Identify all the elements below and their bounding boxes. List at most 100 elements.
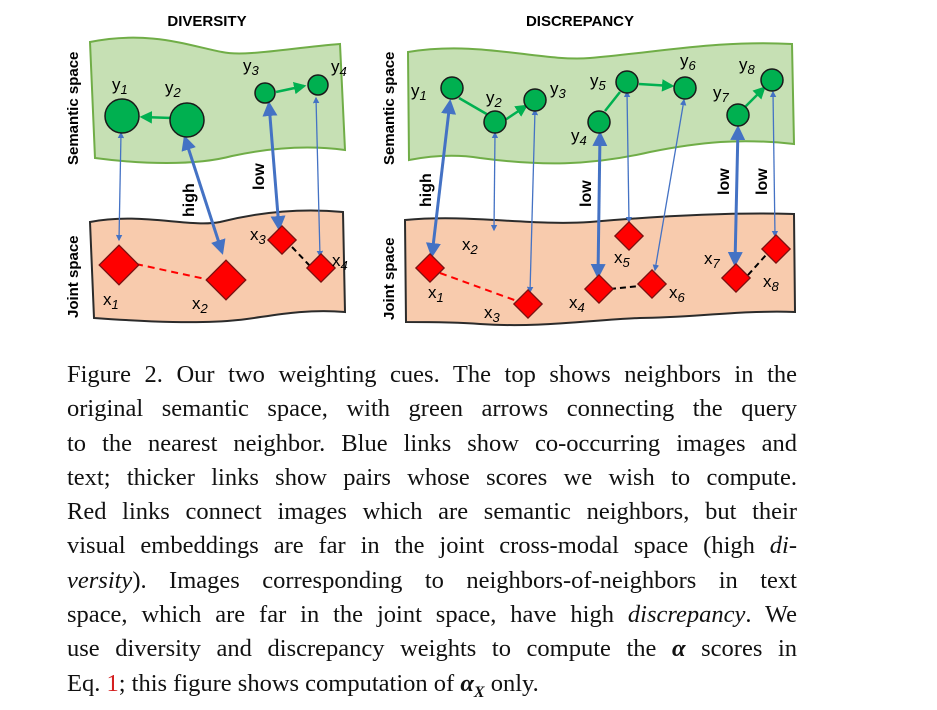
label-y2: y2 <box>165 78 182 100</box>
equation-reference-link[interactable]: 1 <box>106 669 119 697</box>
figure: DIVERSITY Semantic space Joint space y1 … <box>0 0 937 345</box>
green-link-y4-y5 <box>604 91 621 112</box>
label-x8: x8 <box>763 272 780 294</box>
label-x2: x2 <box>462 235 479 257</box>
black-link-x4-x6 <box>609 285 641 290</box>
figure-caption: Figure 2. Our two weighting cues. The to… <box>67 358 797 710</box>
green-arrow-y7-y8 <box>734 86 766 118</box>
caption-line: Red links connect images which are seman… <box>67 498 797 526</box>
label-x1: x1 <box>103 290 119 312</box>
node-x5 <box>613 220 645 252</box>
caption-line: space, which are far in the joint space,… <box>67 601 797 629</box>
alpha-symbol: α <box>460 669 474 697</box>
node-x1 <box>414 252 446 284</box>
diversity-panel: DIVERSITY Semantic space Joint space y1 … <box>65 13 348 324</box>
green-arrow-y3-y4 <box>275 81 307 95</box>
caption-line: use diversity and discrepancy weights to… <box>67 635 798 663</box>
semantic-space-label: Semantic space <box>381 52 398 165</box>
blue-link-y1-x1 <box>115 131 125 242</box>
label-y1: y1 <box>112 75 128 97</box>
label-low: low <box>716 168 733 195</box>
node-x1 <box>98 244 140 286</box>
node-x4 <box>305 252 337 284</box>
node-x2 <box>205 259 247 301</box>
panel-title: DISCREPANCY <box>526 13 634 30</box>
semantic-space-region <box>406 42 796 165</box>
node-x6 <box>636 268 668 300</box>
node-y5 <box>615 70 639 94</box>
blue-link-y4-x4-thick <box>590 131 608 279</box>
green-arrow-y2-y1 <box>139 111 173 124</box>
caption-line: original semantic space, with green arro… <box>67 395 797 423</box>
node-x7 <box>720 262 752 294</box>
blue-link-y2-x2-thick <box>181 135 226 255</box>
label-y4: y4 <box>571 126 587 148</box>
label-y4: y4 <box>331 57 347 79</box>
label-y7: y7 <box>713 83 730 105</box>
joint-space-label: Joint space <box>65 235 82 318</box>
green-arrow-y2-y3 <box>504 104 529 122</box>
label-x7: x7 <box>704 249 721 271</box>
discrepancy-panel: DISCREPANCY Semantic space Joint space <box>381 13 797 327</box>
caption-line: Eq. 1; this figure shows computation of … <box>67 669 539 701</box>
label-x5: x5 <box>614 248 631 270</box>
alpha-symbol: α <box>672 635 686 663</box>
panel-title: DIVERSITY <box>167 13 246 30</box>
red-link-x1-x3 <box>439 272 518 302</box>
node-y6 <box>673 76 697 100</box>
node-x8 <box>760 233 792 265</box>
blue-link-y1-x1-thick <box>425 99 457 258</box>
node-y2 <box>483 110 507 134</box>
node-x3 <box>266 224 298 256</box>
node-y3 <box>254 82 276 104</box>
node-y8 <box>760 68 784 92</box>
blue-link-y7-x7-thick <box>727 125 746 267</box>
label-x2: x2 <box>192 294 209 316</box>
caption-line: Figure 2. Our two weighting cues. The to… <box>67 361 797 388</box>
label-x1: x1 <box>428 283 444 305</box>
blue-link-y8-x8 <box>769 90 779 238</box>
label-y2: y2 <box>486 88 503 110</box>
blue-link-y6-x6 <box>652 98 687 272</box>
black-link-x3-x4 <box>291 246 311 267</box>
label-low: low <box>251 163 268 190</box>
node-x3 <box>512 288 544 320</box>
black-link-x7-x8 <box>747 254 767 276</box>
blue-link-y2-x2 <box>490 131 499 232</box>
label-y8: y8 <box>739 55 756 77</box>
node-y7 <box>726 103 750 127</box>
alpha-subscript: X <box>473 683 485 701</box>
caption-line: versity). Images corresponding to neighb… <box>67 566 797 594</box>
caption-line: to the nearest neighbor. Blue links show… <box>67 429 797 457</box>
node-y1 <box>104 98 140 134</box>
label-high: high <box>418 173 435 207</box>
label-x3: x3 <box>250 225 267 247</box>
label-y6: y6 <box>680 51 697 73</box>
blue-link-y3-x3-thick <box>262 101 286 231</box>
label-x3: x3 <box>484 303 501 325</box>
node-y2 <box>169 102 205 138</box>
label-x6: x6 <box>669 283 686 305</box>
label-y3: y3 <box>550 79 567 101</box>
node-y4 <box>587 110 611 134</box>
node-y1 <box>440 76 464 100</box>
green-arrow-y5-y6 <box>638 79 675 92</box>
label-low: low <box>578 180 595 207</box>
blue-link-y3-x3 <box>526 108 539 294</box>
joint-space-label: Joint space <box>381 237 398 320</box>
caption-line: visual embeddings are far in the joint c… <box>67 532 797 560</box>
label-y3: y3 <box>243 56 260 78</box>
caption-line: text; thicker links show pairs whose sco… <box>67 463 797 491</box>
blue-link-y4-x4 <box>312 96 324 258</box>
green-link-y1-y2 <box>458 96 491 118</box>
node-x4 <box>583 273 615 305</box>
label-x4: x4 <box>332 251 348 273</box>
label-low: low <box>754 168 771 195</box>
semantic-space-label: Semantic space <box>65 52 82 165</box>
node-y3 <box>523 88 547 112</box>
label-high: high <box>181 183 198 217</box>
red-link-x1-x2 <box>135 263 211 281</box>
label-x4: x4 <box>569 293 585 315</box>
blue-link-y5-x5 <box>623 90 633 224</box>
label-y1: y1 <box>411 81 427 103</box>
